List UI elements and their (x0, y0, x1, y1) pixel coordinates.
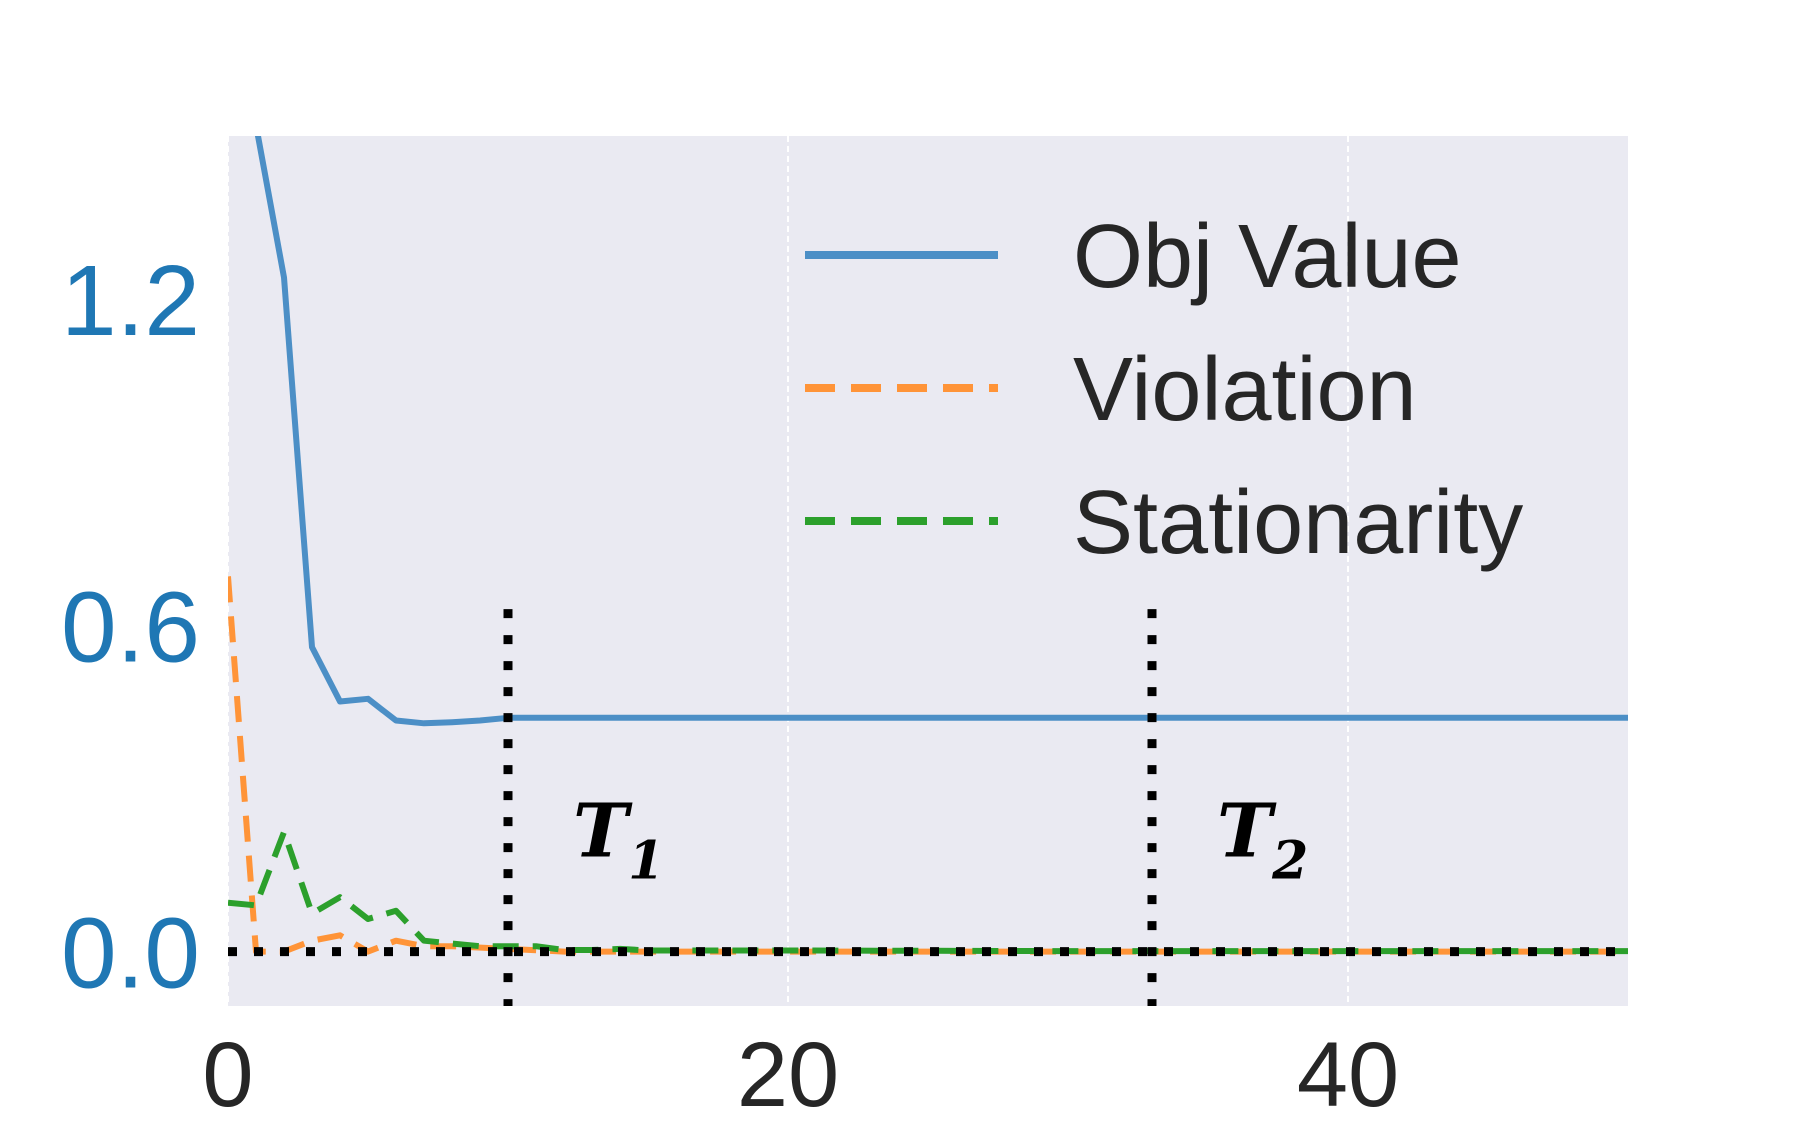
phase-label-1: T1 (573, 788, 664, 891)
legend: Obj Value Violation Stationarity (805, 207, 1523, 573)
legend-label: Violation (1073, 340, 1417, 440)
series-line-violation (228, 576, 1628, 955)
gridlines (227, 136, 1349, 1006)
x-tick-label: 40 (1297, 1024, 1399, 1125)
x-tick-label: 20 (737, 1024, 839, 1125)
phase-label-subscript: 2 (1271, 830, 1308, 891)
series-line-stationarity (228, 829, 1628, 955)
legend-label: Obj Value (1073, 207, 1462, 307)
plot-area (228, 136, 1628, 1006)
phase-label-subscript: 1 (628, 830, 664, 891)
series-line-obj-value (254, 136, 1628, 727)
legend-label: Stationarity (1073, 473, 1523, 573)
y-axis-ticks: 0.0 0.6 1.2 (61, 245, 200, 1010)
y-tick-label: 0.6 (61, 571, 200, 683)
y-tick-label: 1.2 (61, 245, 200, 357)
x-axis-ticks: 0 20 40 (202, 1024, 1399, 1125)
series-lines (228, 136, 1628, 955)
y-tick-label: 0.0 (61, 898, 200, 1010)
x-tick-label: 0 (202, 1024, 253, 1125)
